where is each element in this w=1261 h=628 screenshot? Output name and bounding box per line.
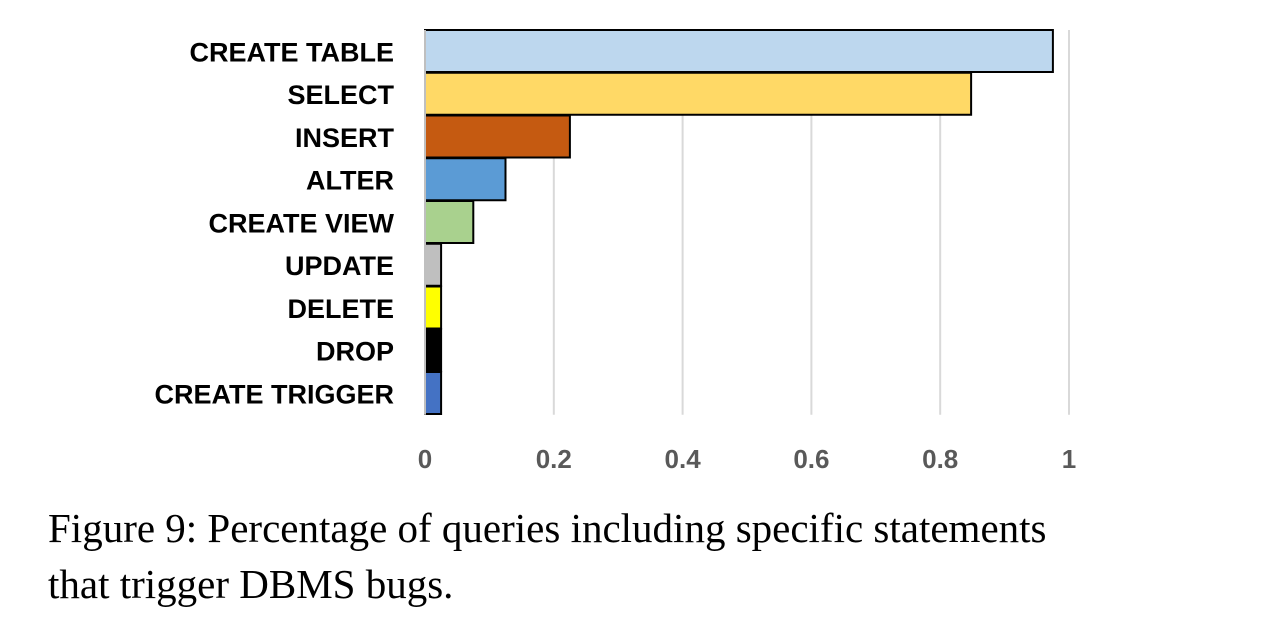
category-label: ALTER xyxy=(306,166,394,196)
x-tick-label: 0.4 xyxy=(665,444,702,474)
bar xyxy=(424,200,475,244)
category-label: DROP xyxy=(316,337,394,367)
category-label: SELECT xyxy=(287,80,394,110)
category-label: INSERT xyxy=(295,123,395,153)
category-labels: CREATE TABLE SELECT INSERT ALTER CREATE VIEW… xyxy=(154,37,394,409)
bar xyxy=(424,114,571,159)
category-label: CREATE TRIGGER xyxy=(154,379,394,409)
x-tick-label: 0 xyxy=(418,444,432,474)
x-tick-label: 0.8 xyxy=(922,444,958,474)
bar xyxy=(424,285,443,330)
bar xyxy=(424,157,507,202)
category-label: DELETE xyxy=(287,294,394,324)
x-tick-label: 0.6 xyxy=(793,444,829,474)
bars xyxy=(424,29,1054,415)
bar xyxy=(424,29,1054,73)
bar xyxy=(424,328,443,373)
caption-line-1: Figure 9: Percentage of queries includin… xyxy=(48,505,1047,551)
caption-line-2: that trigger DBMS bugs. xyxy=(48,561,454,607)
figure-caption: Figure 9: Percentage of queries includin… xyxy=(48,500,1228,612)
x-tick-label: 0.2 xyxy=(536,444,572,474)
bar xyxy=(424,242,443,287)
category-label: CREATE TABLE xyxy=(190,37,395,67)
category-label: CREATE VIEW xyxy=(208,208,394,238)
category-label: UPDATE xyxy=(285,251,394,281)
x-tick-label: 1 xyxy=(1062,444,1076,474)
bar-chart: CREATE TABLE SELECT INSERT ALTER CREATE VIEW… xyxy=(154,29,1076,474)
bar xyxy=(424,71,973,116)
bar xyxy=(424,371,443,415)
x-tick-labels: 0 0.2 0.4 0.6 0.8 1 xyxy=(418,444,1076,474)
